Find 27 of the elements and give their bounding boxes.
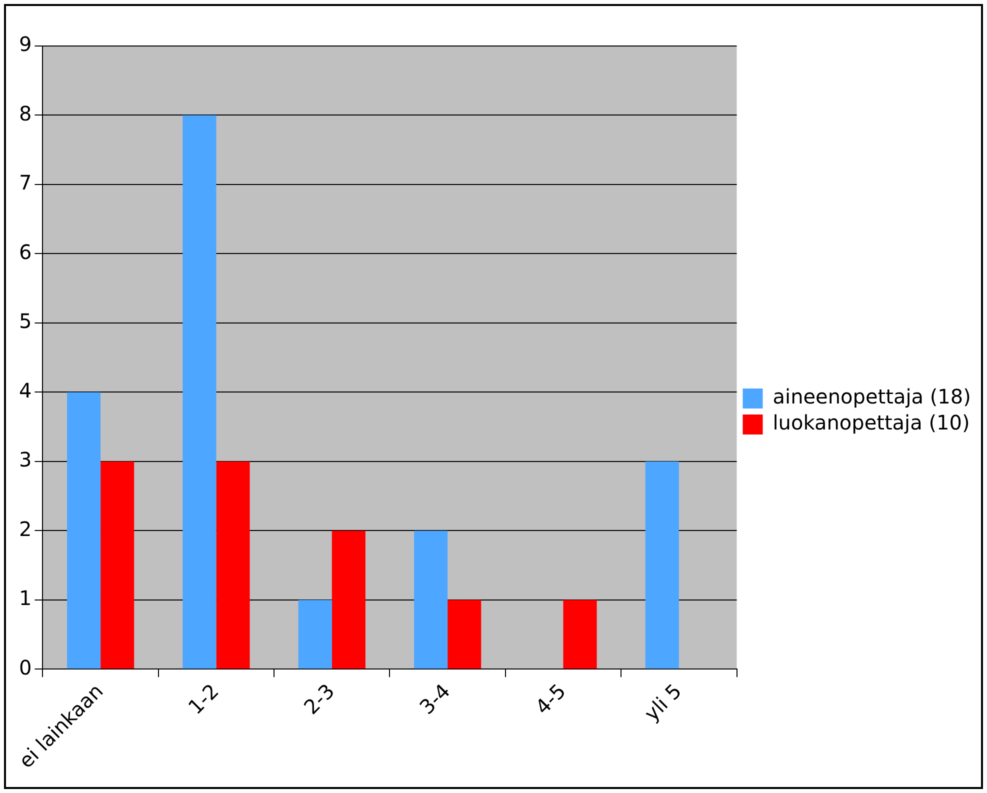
bar	[414, 530, 448, 669]
legend-label: luokanopettaja (10)	[772, 410, 970, 435]
y-tick-label: 3	[18, 448, 32, 472]
x-tick-label: yli 5	[639, 678, 686, 726]
x-tick-label: 3-4	[414, 678, 455, 719]
bar	[298, 600, 332, 669]
y-tick-label: 1	[18, 586, 32, 610]
bar	[645, 461, 679, 669]
y-tick-label: 6	[18, 240, 32, 264]
bar	[182, 115, 216, 669]
legend-label: aineenopettaja (18)	[772, 384, 971, 409]
y-tick-label: 9	[18, 32, 32, 56]
bar	[332, 530, 366, 669]
y-tick-label: 2	[18, 516, 32, 541]
y-tick-label: 8	[18, 101, 32, 126]
y-tick-label: 0	[18, 655, 32, 680]
x-tick-label: 4-5	[530, 678, 570, 719]
y-tick-label: 4	[18, 378, 32, 402]
y-tick-label: 7	[18, 170, 32, 195]
bar	[67, 392, 101, 669]
bar	[448, 600, 482, 669]
x-tick-label: 2-3	[299, 678, 340, 719]
x-tick-label: 1-2	[183, 678, 224, 719]
y-tick-label: 5	[18, 309, 32, 334]
bar	[563, 600, 597, 669]
bar	[216, 461, 250, 669]
bar	[100, 461, 134, 669]
